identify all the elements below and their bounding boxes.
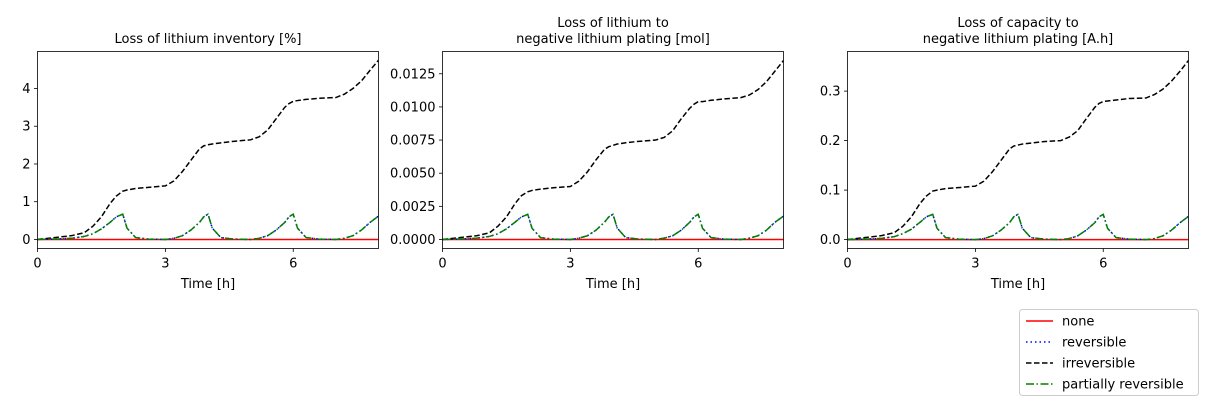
y-tick-label: 0.2 xyxy=(820,134,841,149)
x-tick-label: 0 xyxy=(33,257,41,272)
y-tick-label: 3 xyxy=(22,120,30,135)
series-group xyxy=(442,60,784,241)
y-tick-label: 4 xyxy=(22,82,30,97)
series-line-partially-reversible xyxy=(37,213,379,241)
x-axis-label: Time [h] xyxy=(990,277,1045,292)
x-axis-label: Time [h] xyxy=(180,277,235,292)
legend-label-irreversible: irreversible xyxy=(1062,357,1135,372)
legend-label-reversible: reversible xyxy=(1062,336,1126,351)
y-tick-label: 2 xyxy=(22,157,30,172)
y-tick-label: 0 xyxy=(22,233,30,248)
y-tick-label: 0.0050 xyxy=(390,167,436,182)
x-tick-label: 6 xyxy=(1099,257,1107,272)
y-tick-label: 0.0000 xyxy=(390,233,436,248)
subplot-title: negative lithium plating [A.h] xyxy=(923,32,1114,47)
subplot-title: Loss of lithium to xyxy=(557,16,669,31)
y-tick-label: 0.0075 xyxy=(390,134,436,149)
series-line-irreversible xyxy=(847,59,1189,241)
x-tick-label: 0 xyxy=(438,257,446,272)
axes-frame xyxy=(442,51,784,249)
y-tick-label: 1 xyxy=(22,195,30,210)
x-tick-label: 6 xyxy=(694,257,702,272)
subplot-title: negative lithium plating [mol] xyxy=(516,32,710,47)
axes-frame xyxy=(37,51,379,249)
y-tick-label: 0.0025 xyxy=(390,200,436,215)
x-tick-label: 3 xyxy=(566,257,574,272)
y-tick-label: 0.1 xyxy=(820,184,841,199)
series-group xyxy=(847,59,1189,241)
y-tick-label: 0.0125 xyxy=(390,67,436,82)
y-tick-label: 0.3 xyxy=(820,85,841,100)
y-tick-label: 0.0 xyxy=(820,233,841,248)
x-tick-label: 3 xyxy=(161,257,169,272)
legend-label-partially-reversible: partially reversible xyxy=(1062,378,1184,393)
series-line-irreversible xyxy=(37,59,379,241)
legend-box xyxy=(1019,309,1199,396)
legend-label-none: none xyxy=(1062,315,1094,330)
series-line-irreversible xyxy=(442,60,784,241)
y-tick-label: 0.0100 xyxy=(390,100,436,115)
series-group xyxy=(37,59,379,241)
series-line-partially-reversible xyxy=(847,213,1189,241)
x-tick-label: 3 xyxy=(971,257,979,272)
x-tick-label: 6 xyxy=(289,257,297,272)
subplot-title: Loss of lithium inventory [%] xyxy=(114,32,301,47)
subplot-1: Loss of lithium inventory [%] 0 3 6 0 1 2 3 4 Tim… xyxy=(22,32,379,292)
legend: none reversible irreversible partially reve… xyxy=(1019,309,1199,396)
series-line-partially-reversible xyxy=(442,213,784,241)
axes-frame xyxy=(847,51,1189,249)
x-axis-label: Time [h] xyxy=(585,277,640,292)
x-tick-label: 0 xyxy=(843,257,851,272)
subplot-title: Loss of capacity to xyxy=(957,16,1078,31)
